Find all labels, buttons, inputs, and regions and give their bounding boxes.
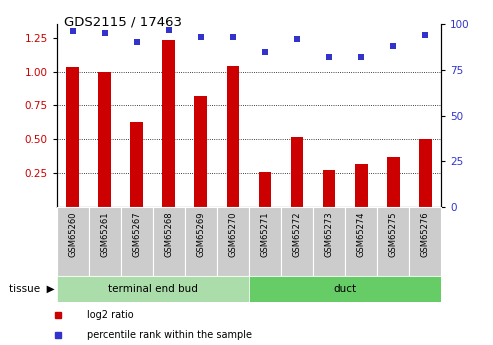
Bar bbox=[313, 207, 345, 276]
Text: GSM65275: GSM65275 bbox=[388, 212, 398, 257]
Point bbox=[357, 54, 365, 60]
Bar bbox=[57, 276, 249, 302]
Bar bbox=[291, 137, 304, 207]
Text: GSM65268: GSM65268 bbox=[164, 212, 174, 257]
Text: log2 ratio: log2 ratio bbox=[87, 310, 134, 320]
Bar bbox=[66, 68, 79, 207]
Bar bbox=[130, 122, 143, 207]
Point bbox=[133, 40, 141, 45]
Bar bbox=[281, 207, 313, 276]
Point bbox=[421, 32, 429, 38]
Text: GSM65260: GSM65260 bbox=[68, 212, 77, 257]
Point bbox=[69, 29, 77, 34]
Bar bbox=[249, 276, 441, 302]
Point bbox=[197, 34, 205, 40]
Point bbox=[261, 49, 269, 54]
Bar bbox=[322, 170, 335, 207]
Bar bbox=[355, 164, 368, 207]
Text: tissue  ▶: tissue ▶ bbox=[8, 284, 54, 294]
Text: GSM65272: GSM65272 bbox=[292, 212, 302, 257]
Bar bbox=[387, 157, 399, 207]
Bar bbox=[89, 207, 121, 276]
Bar bbox=[249, 207, 281, 276]
Text: GSM65276: GSM65276 bbox=[421, 212, 430, 257]
Bar bbox=[194, 96, 207, 207]
Text: GSM65271: GSM65271 bbox=[260, 212, 270, 257]
Text: GSM65274: GSM65274 bbox=[356, 212, 366, 257]
Text: terminal end bud: terminal end bud bbox=[108, 284, 198, 294]
Bar bbox=[227, 66, 240, 207]
Bar bbox=[258, 172, 271, 207]
Text: GSM65269: GSM65269 bbox=[196, 212, 206, 257]
Text: percentile rank within the sample: percentile rank within the sample bbox=[87, 330, 252, 339]
Text: GDS2115 / 17463: GDS2115 / 17463 bbox=[64, 16, 182, 29]
Text: GSM65261: GSM65261 bbox=[100, 212, 109, 257]
Bar bbox=[98, 71, 111, 207]
Point bbox=[389, 43, 397, 49]
Bar bbox=[409, 207, 441, 276]
Bar bbox=[217, 207, 249, 276]
Point bbox=[293, 36, 301, 41]
Bar bbox=[153, 207, 185, 276]
Point bbox=[229, 34, 237, 40]
Text: GSM65273: GSM65273 bbox=[324, 212, 334, 257]
Bar bbox=[163, 40, 176, 207]
Bar bbox=[377, 207, 409, 276]
Bar bbox=[185, 207, 217, 276]
Point bbox=[101, 31, 108, 36]
Point bbox=[325, 54, 333, 60]
Text: GSM65267: GSM65267 bbox=[132, 212, 141, 257]
Bar bbox=[419, 139, 432, 207]
Bar bbox=[345, 207, 377, 276]
Bar bbox=[121, 207, 153, 276]
Bar bbox=[57, 207, 89, 276]
Text: duct: duct bbox=[334, 284, 356, 294]
Point bbox=[165, 27, 173, 32]
Text: GSM65270: GSM65270 bbox=[228, 212, 238, 257]
